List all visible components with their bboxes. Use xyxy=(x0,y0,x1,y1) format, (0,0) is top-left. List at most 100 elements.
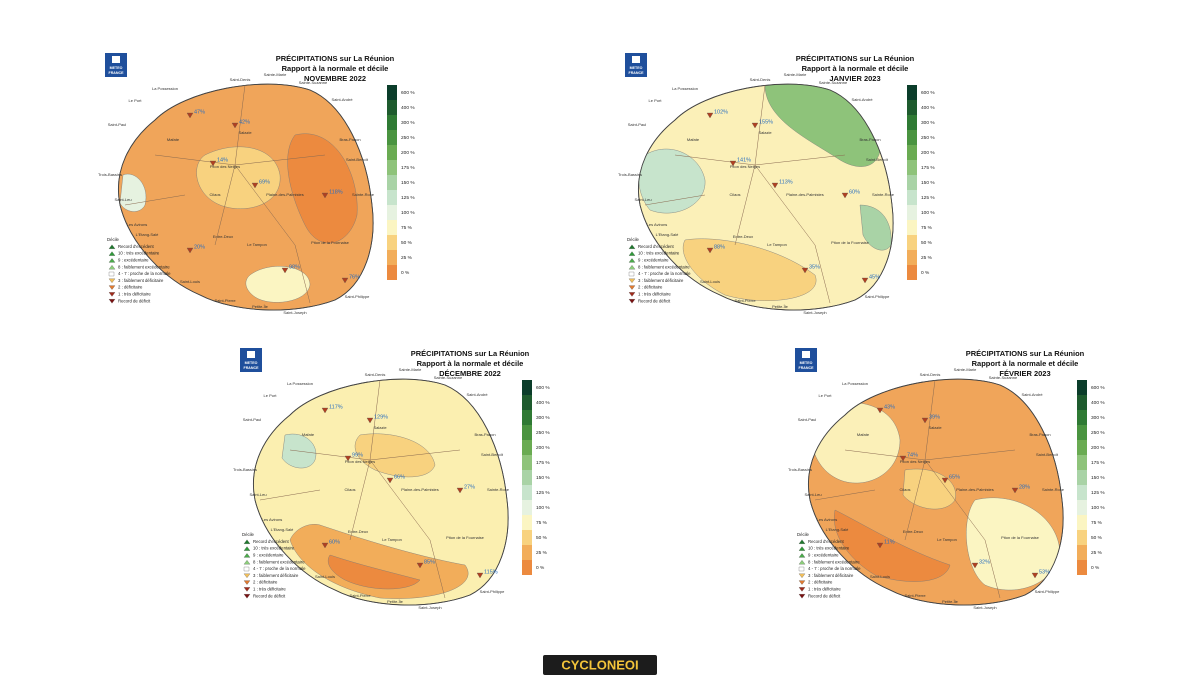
colorbar-label: 75 % xyxy=(1091,520,1103,526)
commune-borders xyxy=(124,84,326,304)
logo-text: FRANCE xyxy=(799,366,815,370)
legend-label: Record de déficit xyxy=(808,593,841,598)
place-name: Mafate xyxy=(167,137,180,142)
colorbar-band xyxy=(907,265,917,280)
legend-symbol xyxy=(628,251,636,256)
legend-label: Record de déficit xyxy=(638,298,671,303)
place-name: Sainte-Suzanne xyxy=(299,80,328,85)
legend-label: 4 - 7 : proche de la normale xyxy=(253,566,306,571)
station-marker xyxy=(231,122,239,129)
station-marker xyxy=(341,277,349,284)
place-name: La Possession xyxy=(287,381,313,386)
place-name: Saint-Philippe xyxy=(1035,589,1060,594)
place-name: Sainte-Marie xyxy=(954,367,977,372)
colorbar-label: 150 % xyxy=(401,180,415,186)
station-value: 32% xyxy=(979,559,990,565)
station-value: 99% xyxy=(352,452,363,458)
colorbar-label: 250 % xyxy=(921,135,935,141)
island-outline xyxy=(638,83,894,311)
place-name: Piton de la Fournaise xyxy=(311,240,350,245)
station-marker xyxy=(1031,572,1039,579)
colorbar-label: 400 % xyxy=(1091,400,1105,406)
colorbar-band xyxy=(387,160,397,175)
colorbar-label: 150 % xyxy=(921,180,935,186)
colorbar-label: 400 % xyxy=(536,400,550,406)
place-name: Sainte-Rose xyxy=(487,487,510,492)
place-name: Saint-André xyxy=(851,97,873,102)
colorbar-label: 100 % xyxy=(536,505,550,511)
place-name: Saint-Denis xyxy=(920,372,941,377)
legend-symbol xyxy=(628,271,635,277)
station-value: 141% xyxy=(737,157,751,163)
map-title: DÉCEMBRE 2022 xyxy=(439,369,501,378)
colorbar-label: 400 % xyxy=(401,105,415,111)
station-marker xyxy=(729,160,737,167)
place-name: Saint-Denis xyxy=(750,77,771,82)
colorbar-band xyxy=(387,145,397,160)
station-value: 66% xyxy=(394,474,405,480)
legend-symbol xyxy=(108,258,116,263)
legend-symbol xyxy=(798,573,806,579)
place-name: Saint-Louis xyxy=(870,574,890,579)
map-title: Rapport à la normale et décile xyxy=(802,64,909,73)
place-name: Salazie xyxy=(373,425,387,430)
island-outline xyxy=(118,83,374,311)
place-name: Trois-Bassins xyxy=(233,467,257,472)
legend-symbol xyxy=(108,292,116,297)
station-marker xyxy=(476,572,484,579)
station-value: 117% xyxy=(329,404,343,410)
place-name: L'Etang-Salé xyxy=(271,527,295,532)
legend-symbol xyxy=(243,573,251,579)
legend-symbol xyxy=(108,264,116,270)
legend-label: 4 - 7 : proche de la normale xyxy=(638,271,691,276)
station-marker xyxy=(861,277,869,284)
colorbar-band xyxy=(522,455,532,470)
colorbar-label: 200 % xyxy=(401,150,415,156)
logo xyxy=(105,53,127,77)
station-marker xyxy=(706,247,714,254)
place-name: Saint-Louis xyxy=(700,279,720,284)
colorbar-label: 600 % xyxy=(921,90,935,96)
place-name: Salazie xyxy=(238,130,252,135)
rain-zone xyxy=(327,554,421,590)
place-name: Piton de la Fournaise xyxy=(831,240,870,245)
station-value: 76% xyxy=(349,274,360,280)
station-marker xyxy=(209,160,217,167)
legend-label: Record d'excédent xyxy=(118,244,155,249)
legend-label: 4 - 7 : proche de la normale xyxy=(118,271,171,276)
colorbar-band xyxy=(522,380,532,395)
place-name: La Possession xyxy=(672,86,698,91)
island-outline xyxy=(253,378,509,606)
place-name: Saint-Leu xyxy=(634,197,651,202)
place-name: Piton de la Fournaise xyxy=(1001,535,1040,540)
legend-symbol xyxy=(628,292,636,297)
legend-symbol xyxy=(108,285,116,290)
colorbar-band xyxy=(387,250,397,265)
place-name: L'Etang-Salé xyxy=(136,232,160,237)
colorbar-label: 600 % xyxy=(536,385,550,391)
colorbar-band xyxy=(1077,440,1087,455)
colorbar-band xyxy=(522,500,532,515)
map-title: PRÉCIPITATIONS sur La Réunion xyxy=(411,349,530,358)
place-name: Saint-Denis xyxy=(230,77,251,82)
station-value: 129% xyxy=(374,414,388,420)
place-name: Les Avirons xyxy=(817,517,838,522)
legend-label: 8 : faiblement excédentaire xyxy=(638,264,690,269)
place-name: Saint-Joseph xyxy=(418,605,441,610)
station-value: 60% xyxy=(329,539,340,545)
station-value: 65% xyxy=(949,474,960,480)
place-name: Piton des Neiges xyxy=(210,164,240,169)
place-name: Sainte-Suzanne xyxy=(434,375,463,380)
colorbar-band xyxy=(522,440,532,455)
place-name: Saint-Denis xyxy=(365,372,386,377)
colorbar-band xyxy=(522,560,532,575)
rain-zone xyxy=(683,238,817,301)
legend-symbol xyxy=(243,553,251,558)
station-marker xyxy=(186,247,194,254)
legend-symbol xyxy=(628,285,636,290)
map-title: Rapport à la normale et décile xyxy=(417,359,524,368)
place-name: Salazie xyxy=(758,130,772,135)
legend-label: 2 : déficitaire xyxy=(638,285,663,290)
logo-mark xyxy=(802,351,810,358)
